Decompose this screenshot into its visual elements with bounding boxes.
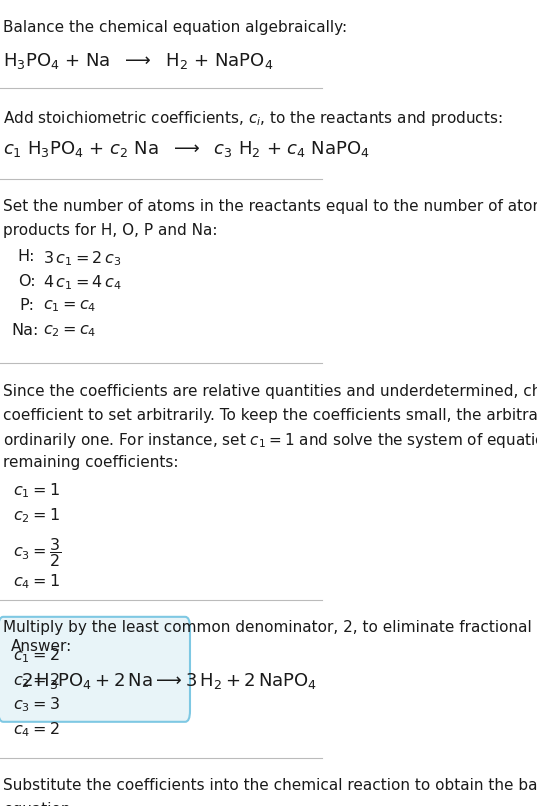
Text: Multiply by the least common denominator, 2, to eliminate fractional coefficient: Multiply by the least common denominator…: [3, 621, 537, 635]
Text: $c_4 = 1$: $c_4 = 1$: [13, 572, 60, 592]
Text: P:: P:: [19, 298, 34, 314]
Text: Add stoichiometric coefficients, $c_i$, to the reactants and products:: Add stoichiometric coefficients, $c_i$, …: [3, 109, 503, 127]
Text: $\mathrm{H_3PO_4}$ + Na  $\longrightarrow$  $\mathrm{H_2}$ + $\mathrm{NaPO_4}$: $\mathrm{H_3PO_4}$ + Na $\longrightarrow…: [3, 51, 273, 71]
Text: $c_3 = 3$: $c_3 = 3$: [13, 696, 60, 714]
FancyBboxPatch shape: [0, 617, 190, 722]
Text: Answer:: Answer:: [11, 639, 72, 654]
Text: $c_3 = \dfrac{3}{2}$: $c_3 = \dfrac{3}{2}$: [13, 537, 61, 570]
Text: $c_1 = 1$: $c_1 = 1$: [13, 481, 60, 501]
Text: $2\,\mathrm{H_3PO_4} + 2\,\mathrm{Na}  \longrightarrow  3\,\mathrm{H_2} + 2\,\ma: $2\,\mathrm{H_3PO_4} + 2\,\mathrm{Na} \l…: [21, 671, 317, 691]
Text: O:: O:: [18, 274, 35, 289]
Text: $c_1 = 2$: $c_1 = 2$: [13, 646, 60, 665]
Text: $c_4 = 2$: $c_4 = 2$: [13, 721, 60, 739]
Text: ordinarily one. For instance, set $c_1 = 1$ and solve the system of equations fo: ordinarily one. For instance, set $c_1 =…: [3, 431, 537, 451]
Text: H:: H:: [18, 249, 35, 264]
Text: $c_2 = 2$: $c_2 = 2$: [13, 671, 60, 690]
Text: $c_2 = 1$: $c_2 = 1$: [13, 506, 60, 525]
Text: products for H, O, P and Na:: products for H, O, P and Na:: [3, 223, 217, 238]
Text: Set the number of atoms in the reactants equal to the number of atoms in the: Set the number of atoms in the reactants…: [3, 199, 537, 214]
Text: $3\,c_1 = 2\,c_3$: $3\,c_1 = 2\,c_3$: [43, 249, 122, 268]
Text: coefficient to set arbitrarily. To keep the coefficients small, the arbitrary va: coefficient to set arbitrarily. To keep …: [3, 408, 537, 422]
Text: $4\,c_1 = 4\,c_4$: $4\,c_1 = 4\,c_4$: [43, 274, 122, 293]
Text: Balance the chemical equation algebraically:: Balance the chemical equation algebraica…: [3, 20, 347, 35]
Text: $c_1 = c_4$: $c_1 = c_4$: [43, 298, 97, 314]
Text: $c_2 = c_4$: $c_2 = c_4$: [43, 323, 97, 339]
Text: Na:: Na:: [11, 323, 39, 338]
Text: equation:: equation:: [3, 802, 76, 806]
Text: Since the coefficients are relative quantities and underdetermined, choose a: Since the coefficients are relative quan…: [3, 384, 537, 399]
Text: remaining coefficients:: remaining coefficients:: [3, 455, 179, 471]
Text: Substitute the coefficients into the chemical reaction to obtain the balanced: Substitute the coefficients into the che…: [3, 779, 537, 793]
Text: $c_1$ $\mathrm{H_3PO_4}$ + $c_2$ Na  $\longrightarrow$  $c_3$ $\mathrm{H_2}$ + $: $c_1$ $\mathrm{H_3PO_4}$ + $c_2$ Na $\lo…: [3, 139, 370, 159]
